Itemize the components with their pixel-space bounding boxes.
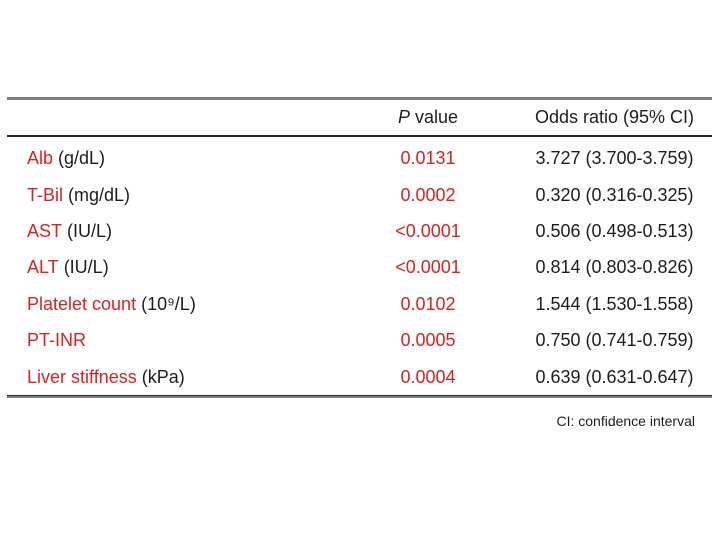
row-p-value: 0.0002: [400, 184, 456, 205]
row-odds-ratio: 3.727 (3.700-3.759): [535, 148, 694, 169]
header-p-symbol: P: [397, 107, 410, 128]
row-label: AST: [27, 221, 63, 242]
row-label: ALT: [27, 257, 59, 278]
table-row: Liver stiffness (kPa) 0.0004 0.639 (0.63…: [0, 359, 713, 395]
row-label: Liver stiffness: [27, 366, 137, 387]
table-row: AST (IU/L) <0.0001 0.506 (0.498-0.513): [0, 214, 713, 250]
table-body: Alb (g/dL) 0.0131 3.727 (3.700-3.759) T-…: [0, 141, 713, 396]
header-variable-column: [0, 100, 358, 136]
row-unit: (mg/dL): [63, 184, 131, 205]
header-p-rest: value: [409, 107, 459, 128]
table-row: Alb (g/dL) 0.0131 3.727 (3.700-3.759): [0, 141, 713, 177]
row-unit: (10⁹/L): [136, 293, 196, 314]
row-label: PT-INR: [27, 330, 87, 351]
table-header-rule: [7, 135, 712, 137]
header-p-value: P value: [358, 100, 498, 136]
table-row: Platelet count (10⁹/L) 0.0102 1.544 (1.5…: [0, 287, 713, 323]
row-odds-ratio: 0.506 (0.498-0.513): [535, 221, 694, 242]
row-odds-ratio: 1.544 (1.530-1.558): [535, 293, 694, 314]
row-label: T-Bil: [27, 184, 63, 205]
table-header-row: P value Odds ratio (95% CI): [0, 100, 713, 136]
table-top-rule: [7, 97, 712, 100]
row-p-value: <0.0001: [395, 221, 461, 242]
ci-footnote: CI: confidence interval: [556, 413, 695, 429]
row-odds-ratio: 0.639 (0.631-0.647): [535, 366, 694, 387]
row-odds-ratio: 0.320 (0.316-0.325): [535, 184, 694, 205]
row-label: Platelet count: [27, 293, 137, 314]
table-bottom-rule: [7, 395, 712, 398]
table-row: ALT (IU/L) <0.0001 0.814 (0.803-0.826): [0, 250, 713, 286]
header-odds-ratio: Odds ratio (95% CI): [534, 107, 695, 128]
row-unit: (g/dL): [53, 148, 106, 169]
row-unit: (kPa): [136, 366, 185, 387]
table-row: PT-INR 0.0005 0.750 (0.741-0.759): [0, 323, 713, 359]
row-p-value: 0.0102: [400, 293, 456, 314]
row-p-value: 0.0004: [400, 366, 456, 387]
row-p-value: 0.0005: [400, 330, 456, 351]
row-odds-ratio: 0.750 (0.741-0.759): [535, 330, 694, 351]
table-row: T-Bil (mg/dL) 0.0002 0.320 (0.316-0.325): [0, 177, 713, 213]
row-unit: (IU/L): [58, 257, 109, 278]
row-unit: (IU/L): [62, 221, 113, 242]
row-p-value: 0.0131: [400, 148, 456, 169]
row-label: Alb: [27, 148, 54, 169]
row-odds-ratio: 0.814 (0.803-0.826): [535, 257, 694, 278]
row-p-value: <0.0001: [395, 257, 461, 278]
